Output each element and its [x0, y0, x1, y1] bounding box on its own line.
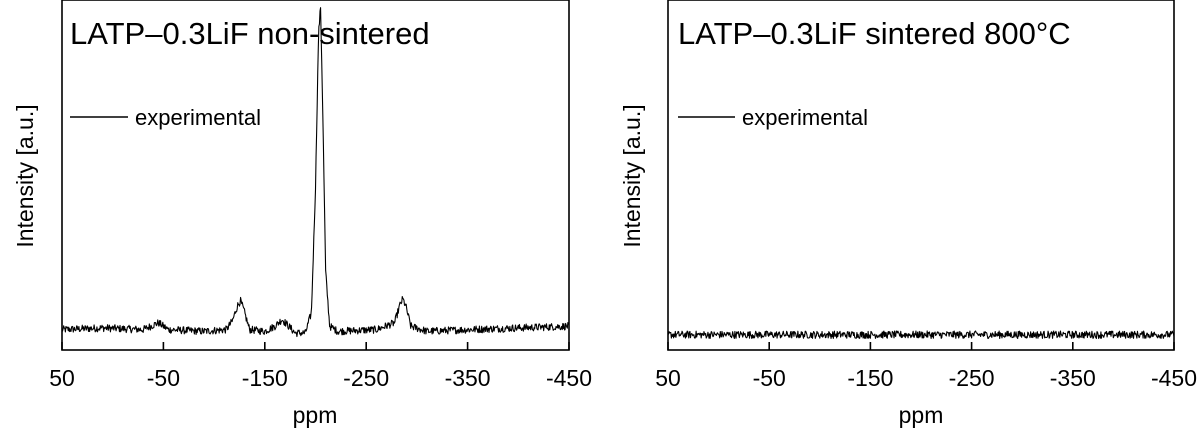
legend-label: experimental — [135, 105, 261, 130]
legend-label: experimental — [742, 105, 868, 130]
panel-left: LATP–0.3LiF non-sintered experimental 50… — [12, 0, 592, 428]
y-axis-label: Intensity [a.u.] — [12, 104, 38, 247]
panel-title: LATP–0.3LiF sintered 800°C — [678, 16, 1071, 51]
plot-frame — [61, 0, 570, 351]
x-tick-label: -450 — [546, 365, 592, 391]
x-tick-label: -150 — [242, 365, 288, 391]
x-axis-label: ppm — [899, 402, 944, 428]
x-tick-label: -350 — [445, 365, 491, 391]
x-tick-label: 50 — [49, 365, 75, 391]
x-tick-label: 50 — [655, 365, 681, 391]
series-group — [61, 7, 570, 338]
x-tick-label: -50 — [147, 365, 180, 391]
series-group — [667, 330, 1175, 339]
x-tick-group: 50 -50 -150 -250 -350 -450 — [49, 342, 592, 391]
plot-frame — [667, 0, 1175, 351]
x-tick-label: -350 — [1050, 365, 1096, 391]
x-axis-label: ppm — [293, 402, 338, 428]
panel-title: LATP–0.3LiF non-sintered — [70, 16, 430, 51]
x-tick-label: -250 — [343, 365, 389, 391]
x-tick-label: -150 — [847, 365, 893, 391]
x-tick-label: -250 — [949, 365, 995, 391]
y-axis-label: Intensity [a.u.] — [619, 104, 645, 247]
x-tick-label: -450 — [1151, 365, 1197, 391]
x-tick-group: 50 -50 -150 -250 -350 -450 — [655, 342, 1197, 391]
series-line-experimental — [61, 7, 570, 338]
series-line-experimental — [667, 330, 1175, 339]
x-tick-label: -50 — [753, 365, 786, 391]
panel-right: LATP–0.3LiF sintered 800°C experimental … — [619, 0, 1197, 428]
